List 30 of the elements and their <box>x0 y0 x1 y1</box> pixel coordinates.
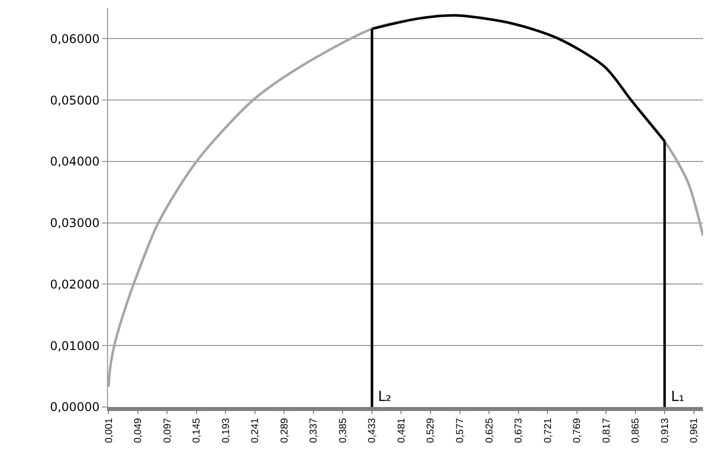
x-tick-label: 0,817 <box>601 418 612 444</box>
x-tick-label: 0,625 <box>484 418 496 444</box>
x-tick-label: 0,577 <box>455 418 466 444</box>
y-tick-label: 0,00000 <box>50 400 100 414</box>
x-tick-label: 0,865 <box>630 418 642 444</box>
x-tick-label: 0,673 <box>514 418 525 444</box>
annotation: L₂ <box>378 389 392 405</box>
y-tick-label: 0,04000 <box>50 154 100 169</box>
x-tick-label: 0,769 <box>572 418 584 444</box>
x-tick-label: 0,145 <box>192 418 203 444</box>
x-tick-label: 0,433 <box>367 418 378 444</box>
x-tick-label: 0,913 <box>660 418 671 444</box>
y-tick-label: 0,03000 <box>50 216 100 230</box>
x-tick-label: 0,481 <box>396 418 408 444</box>
y-tick-label: 0,02000 <box>50 277 100 292</box>
y-tick-label: 0,05000 <box>50 93 100 108</box>
x-tick-label: 0,721 <box>542 418 554 444</box>
x-tick-label: 0,529 <box>426 418 437 444</box>
y-tick-label: 0,01000 <box>50 338 100 353</box>
x-tick-label: 0,097 <box>162 418 174 444</box>
x-tick-label: 0,385 <box>338 418 349 444</box>
y-tick-label: 0,06000 <box>50 32 100 46</box>
annotation: L₁ <box>671 389 684 405</box>
x-tick-label: 0,961 <box>689 418 700 444</box>
x-tick-label: 0,289 <box>279 418 290 444</box>
x-tick-label: 0,001 <box>104 418 115 444</box>
x-tick-label: 0,193 <box>220 418 232 444</box>
x-tick-label: 0,241 <box>250 418 262 444</box>
x-tick-label: 0,049 <box>133 418 144 444</box>
x-tick-label: 0,337 <box>308 418 320 444</box>
